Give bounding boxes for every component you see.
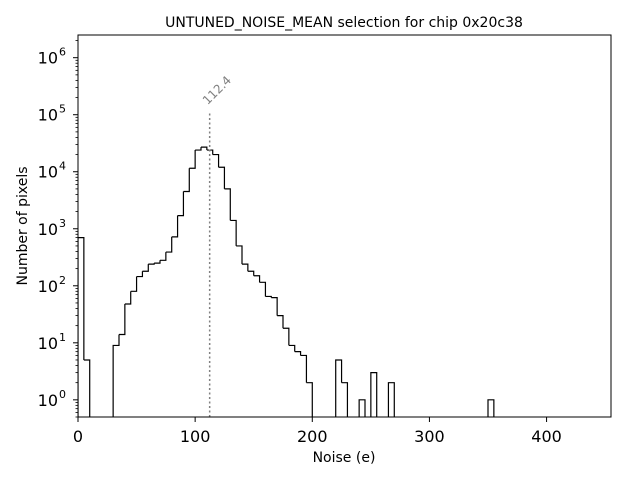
y-tick-label: 10 bbox=[38, 391, 58, 410]
histogram-bin bbox=[230, 219, 237, 246]
histogram-bin bbox=[306, 382, 313, 417]
histogram-bin bbox=[78, 236, 85, 417]
x-tick-label: 100 bbox=[180, 427, 211, 446]
y-tick-exponent: 5 bbox=[59, 103, 66, 116]
histogram-bin bbox=[130, 276, 138, 292]
histogram-bin bbox=[265, 295, 272, 298]
histogram-bin bbox=[341, 382, 349, 417]
histogram-bin bbox=[142, 264, 149, 272]
histogram-bin bbox=[288, 344, 296, 352]
histogram-bin bbox=[189, 150, 196, 169]
histogram-bin bbox=[160, 252, 167, 261]
mean-annotation: 112.4 bbox=[200, 73, 234, 107]
histogram-bin bbox=[212, 153, 220, 168]
histogram-bin bbox=[171, 215, 179, 238]
histogram-bin bbox=[487, 399, 495, 417]
x-tick-label: 400 bbox=[531, 427, 562, 446]
histogram-bin bbox=[148, 263, 155, 265]
x-tick-label: 200 bbox=[297, 427, 328, 446]
y-tick-exponent: 2 bbox=[59, 274, 66, 287]
histogram-bin bbox=[224, 188, 231, 221]
y-tick-label: 10 bbox=[38, 49, 58, 68]
y-tick-exponent: 4 bbox=[59, 160, 66, 173]
histogram-bin bbox=[177, 191, 185, 217]
y-tick-label: 10 bbox=[38, 220, 58, 239]
histogram-bin bbox=[247, 270, 255, 276]
histogram-bin bbox=[300, 354, 308, 383]
x-tick-label: 0 bbox=[73, 427, 83, 446]
y-tick-exponent: 0 bbox=[59, 388, 66, 401]
histogram-bin bbox=[283, 327, 290, 346]
histogram-bin bbox=[218, 166, 226, 189]
histogram-bin bbox=[253, 275, 261, 283]
y-tick-label: 10 bbox=[38, 163, 58, 182]
histogram-bin bbox=[259, 281, 267, 297]
plot-frame bbox=[77, 34, 612, 418]
histogram-bin bbox=[124, 291, 132, 305]
histogram-bin bbox=[387, 382, 395, 417]
histogram-bin bbox=[201, 146, 208, 151]
histogram-bins bbox=[78, 146, 495, 417]
histogram-bin bbox=[154, 260, 161, 264]
y-tick-label: 10 bbox=[38, 277, 58, 296]
histogram-bin bbox=[112, 334, 120, 417]
histogram-bin bbox=[83, 359, 91, 417]
chart-title: UNTUNED_NOISE_MEAN selection for chip 0x… bbox=[165, 15, 523, 31]
x-axis-label: Noise (e) bbox=[313, 450, 376, 466]
histogram-bin bbox=[236, 245, 243, 265]
y-tick-exponent: 6 bbox=[59, 46, 66, 59]
histogram-bin bbox=[370, 372, 378, 417]
histogram-bin bbox=[277, 315, 284, 329]
y-tick-label: 10 bbox=[38, 106, 58, 125]
y-tick-label: 10 bbox=[38, 334, 58, 353]
x-tick-label: 300 bbox=[414, 427, 445, 446]
histogram-bin bbox=[206, 149, 214, 155]
histogram-bin bbox=[165, 236, 173, 253]
histogram-bin bbox=[119, 303, 126, 336]
y-tick-exponent: 1 bbox=[59, 331, 66, 344]
plot-area bbox=[78, 111, 495, 417]
histogram-bin bbox=[183, 168, 190, 193]
histogram-bin bbox=[136, 271, 144, 278]
histogram-bin bbox=[242, 263, 249, 272]
y-axis-label: Number of pixels bbox=[15, 166, 31, 285]
y-tick-exponent: 3 bbox=[59, 217, 66, 230]
histogram-bin bbox=[335, 359, 343, 417]
histogram-bin bbox=[294, 351, 302, 356]
histogram-bin bbox=[358, 399, 366, 417]
x-axis: 0 100 200 300 400 bbox=[73, 417, 562, 446]
histogram-bin bbox=[271, 297, 278, 316]
histogram-bin bbox=[195, 147, 202, 151]
